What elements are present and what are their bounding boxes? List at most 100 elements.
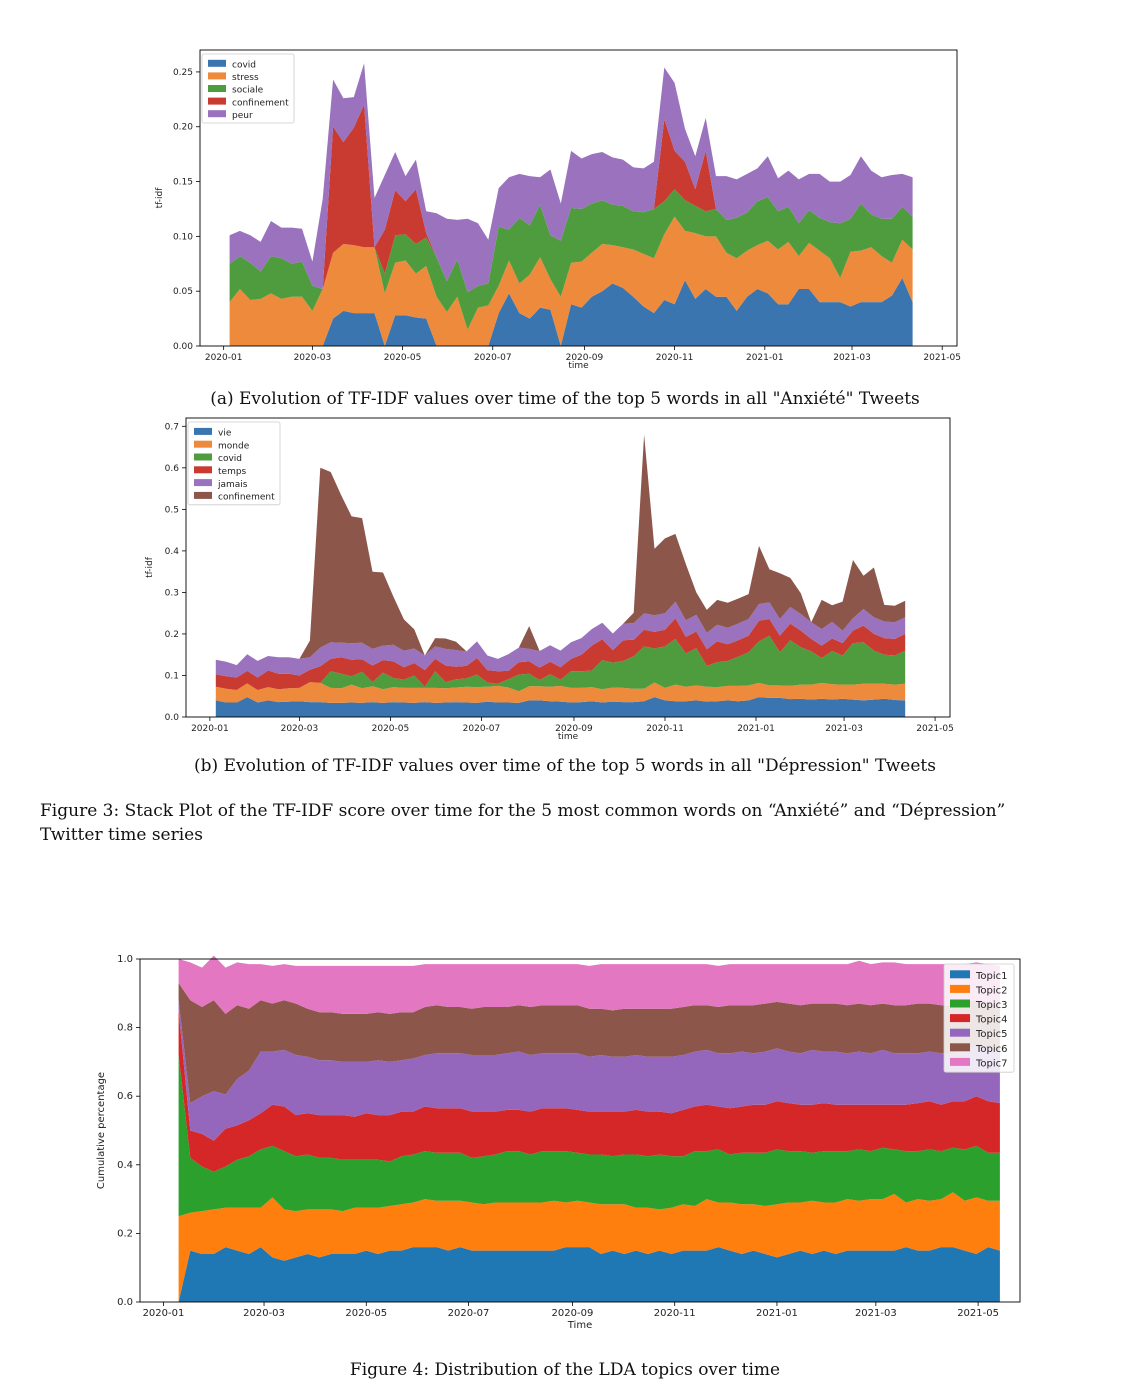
chart-anxiete: 0.00 0.05 0.10 0.15 0.20 0.25 2020-01 2020-03 20… <box>120 40 980 375</box>
legend-swatch-jamais <box>194 479 212 487</box>
legend-swatch-topic5 <box>950 1028 970 1037</box>
y-axis-label: Cumulative percentage <box>96 1072 107 1189</box>
y-tick-label: 0.4 <box>117 1160 133 1171</box>
y-tick-label: 0.25 <box>173 68 193 78</box>
area-series-confinement <box>215 434 906 666</box>
y-tick-label: 1.0 <box>117 954 133 965</box>
x-tick-label: 2020-11 <box>646 724 684 734</box>
legend-swatch-covid <box>208 59 226 67</box>
plot-frame <box>139 958 1021 1303</box>
area-series-stress <box>229 216 913 346</box>
area-series-topic3 <box>178 1055 1000 1217</box>
y-axis-label: tf-idf <box>145 556 155 578</box>
x-tick-label: 2020-01 <box>205 353 243 363</box>
legend-label-topic4: Topic4 <box>975 1015 1008 1026</box>
x-tick-label: 2020-09 <box>566 353 604 363</box>
legend-label-topic7: Topic7 <box>975 1058 1008 1069</box>
x-axis-label: Time <box>567 1320 592 1331</box>
y-tick-label: 0.05 <box>173 287 193 297</box>
y-tick-label: 0.10 <box>173 232 193 242</box>
chart-depression: 0.0 0.1 0.2 0.3 0.4 0.5 0.6 0.7 2020-01 2020-03 20… <box>120 414 980 744</box>
x-tick-label: 2021-01 <box>746 353 784 363</box>
area-series-covid <box>229 278 913 346</box>
legend-label-covid: covid <box>218 454 242 464</box>
area-series-vie <box>215 697 906 717</box>
y-tick-label: 0.2 <box>117 1228 133 1239</box>
legend-label-vie: vie <box>218 429 232 439</box>
x-tick-label: 2020-03 <box>243 1308 285 1319</box>
legend-label-confinement: confinement <box>232 98 289 108</box>
y-tick-label: 0.1 <box>165 671 179 681</box>
y-tick-label: 0.6 <box>165 464 180 474</box>
x-axis-label: time <box>558 732 579 742</box>
x-tick-label: 2021-01 <box>737 724 775 734</box>
area-series-temps <box>215 618 906 690</box>
area-series-topic6 <box>178 983 1000 1104</box>
area-series-monde <box>215 682 906 703</box>
y-tick-label: 0.8 <box>117 1023 133 1034</box>
figure-3-caption-line-1: Figure 3: Stack Plot of the TF-IDF score… <box>40 801 1006 821</box>
legend-label-topic5: Topic5 <box>975 1029 1008 1040</box>
x-tick-label: 2020-03 <box>294 353 332 363</box>
legend-label-temps: temps <box>218 467 247 477</box>
legend-label-topic3: Topic3 <box>975 1000 1008 1011</box>
x-tick-label: 2021-03 <box>825 724 863 734</box>
x-tick-label: 2020-07 <box>463 724 501 734</box>
legend-swatch-temps <box>194 466 212 474</box>
x-tick-label: 2021-03 <box>833 353 871 363</box>
x-tick-label: 2020-11 <box>654 1308 696 1319</box>
x-tick-label: 2020-01 <box>143 1308 185 1319</box>
legend-label-peur: peur <box>232 111 253 121</box>
x-tick-label: 2020-11 <box>656 353 694 363</box>
legend-swatch-vie <box>194 427 212 435</box>
legend-swatch-monde <box>194 440 212 448</box>
y-tick-label: 0.2 <box>165 630 179 640</box>
y-tick-label: 0.0 <box>117 1297 133 1308</box>
x-tick-label: 2020-07 <box>474 353 512 363</box>
y-tick-label: 0.0 <box>165 713 180 723</box>
chart-lda: 0.0 0.2 0.4 0.6 0.8 1.0 2020-01 2020-03 2020-05 2… <box>80 950 1040 1345</box>
x-tick-label: 2021-05 <box>923 353 961 363</box>
x-tick-label: 2020-09 <box>552 1308 594 1319</box>
chart-lda-svg: 0.0 0.2 0.4 0.6 0.8 1.0 2020-01 2020-03 2020-05 2… <box>96 954 1021 1331</box>
legend-swatch-confinement <box>208 97 226 105</box>
legend: vie monde covid temps jamais confinement <box>187 421 281 506</box>
x-tick-label: 2020-05 <box>372 724 410 734</box>
legend: Topic1 Topic2 Topic3 Topic4 Topic5 Topic6 Topi… <box>943 963 1015 1073</box>
legend-swatch-peur <box>208 110 226 118</box>
legend-label-jamais: jamais <box>217 480 248 490</box>
x-tick-label: 2020-03 <box>281 724 319 734</box>
x-tick-label: 2020-05 <box>384 353 422 363</box>
chart-depression-svg: 0.0 0.1 0.2 0.3 0.4 0.5 0.6 0.7 2020-01 2020-03 20… <box>145 417 954 742</box>
figure-4-caption: Figure 4: Distribution of the LDA topics… <box>349 1360 781 1380</box>
legend-swatch-topic6 <box>950 1043 970 1052</box>
subcaption-b: (b) Evolution of TF-IDF values over time… <box>194 756 936 776</box>
legend-label-stress: stress <box>232 73 259 83</box>
y-tick-label: 0.6 <box>117 1091 133 1102</box>
figure-3-caption-line-2: Twitter time series <box>40 825 203 845</box>
legend-swatch-topic1 <box>950 970 970 979</box>
x-tick-label: 2021-03 <box>855 1308 897 1319</box>
x-tick-label: 2020-09 <box>555 724 593 734</box>
legend-label-monde: monde <box>218 441 250 451</box>
y-axis-label: tf-idf <box>155 187 165 209</box>
x-tick-label: 2021-05 <box>916 724 954 734</box>
legend-swatch-topic3 <box>950 999 970 1008</box>
chart-anxiete-svg: 0.00 0.05 0.10 0.15 0.20 0.25 2020-01 2020-03 20… <box>155 49 961 371</box>
x-tick-label: 2020-01 <box>191 724 229 734</box>
subcaption-a: (a) Evolution of TF-IDF values over time… <box>210 389 920 409</box>
legend-label-topic1: Topic1 <box>975 971 1008 982</box>
legend-swatch-sociale <box>208 85 226 92</box>
x-tick-label: 2020-05 <box>345 1308 387 1319</box>
area-series-topic7 <box>178 955 1000 1014</box>
legend: covid stress sociale confinement peur <box>201 53 295 124</box>
y-tick-label: 0.15 <box>173 178 193 188</box>
y-tick-label: 0.5 <box>165 505 179 515</box>
legend-swatch-confinement <box>194 491 212 499</box>
y-tick-label: 0.20 <box>173 123 193 133</box>
area-series-jamais <box>215 601 906 678</box>
y-tick-label: 0.4 <box>165 547 180 557</box>
area-series-topic4 <box>178 1010 1000 1172</box>
plot-frame <box>185 417 951 718</box>
area-series-covid <box>215 635 906 692</box>
